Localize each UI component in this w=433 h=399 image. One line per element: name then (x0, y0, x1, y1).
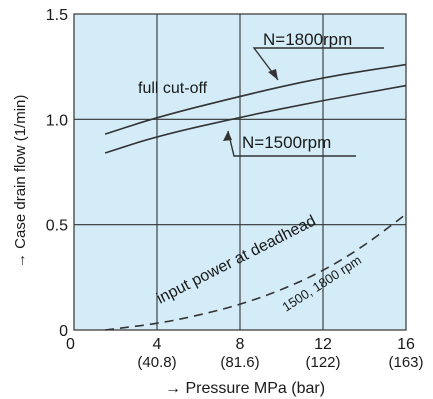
x-tick-label: 12 (314, 336, 332, 353)
x-tick-sublabel: (40.8) (137, 354, 176, 371)
leader-arrowheads (223, 69, 278, 141)
x-tick-sublabel: (81.6) (220, 354, 259, 371)
label-1500rpm: N=1500rpm (242, 133, 331, 152)
y-tick-label: 0 (59, 323, 68, 340)
leader-1800rpm (252, 47, 384, 81)
y-axis-title: → Case drain flow (1/min) (12, 95, 29, 268)
label-1800rpm: N=1800rpm (263, 30, 352, 49)
y-tick-label: 1.0 (46, 112, 68, 129)
series-line-n-1500rpm (104, 84, 407, 154)
series-line-n-1800rpm (104, 63, 407, 135)
series-layer (104, 63, 407, 331)
series-line-1500-1800-rpm (105, 213, 407, 331)
arrowhead-1500rpm (223, 131, 232, 141)
x-tick-label: 8 (236, 336, 245, 353)
x-tick-label: 16 (397, 336, 415, 353)
x-tick-sublabel: (122) (305, 354, 340, 371)
tick-labels: 0 4(40.8) 8(81.6) 12(122) 16(163) 0 0.5 1.0 1.5 (46, 7, 424, 371)
x-tick-label: 0 (66, 336, 75, 353)
arrowhead-1800rpm (268, 69, 278, 80)
grid (74, 14, 406, 330)
x-tick-sublabel: (163) (388, 354, 423, 371)
plot-frame (73, 13, 407, 331)
label-full-cutoff: full cut-off (138, 80, 208, 97)
y-tick-label: 1.5 (46, 7, 68, 24)
x-tick-label: 4 (153, 336, 162, 353)
y-tick-label: 0.5 (46, 218, 68, 235)
x-axis-title: → Pressure MPa (bar) (165, 380, 325, 397)
